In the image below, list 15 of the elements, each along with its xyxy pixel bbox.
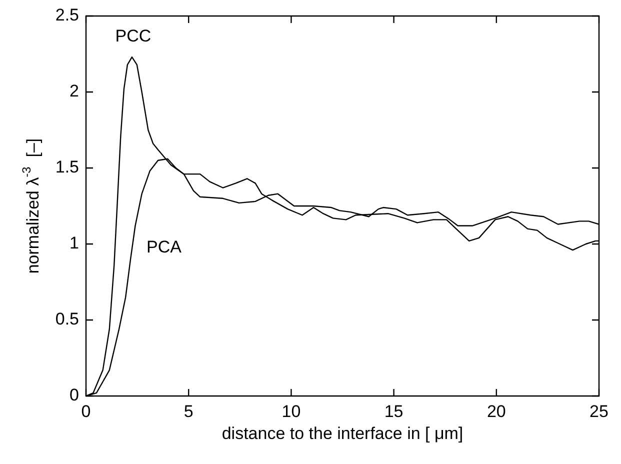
y-tick-label: 2.5 (55, 6, 79, 25)
y-axis-title: normalized λ-3 [–] (19, 138, 43, 274)
x-tick-label: 15 (384, 402, 404, 422)
y-tick-label: 1 (70, 234, 79, 253)
x-tick-label: 20 (486, 402, 506, 422)
y-tick-label: 2 (70, 82, 79, 101)
x-axis-title: distance to the interface in [ μm] (222, 424, 464, 444)
x-tick-label: 10 (282, 402, 301, 422)
x-tick-label: 25 (590, 402, 608, 422)
y-tick-label: 0.5 (55, 310, 79, 329)
x-tick-label: 5 (184, 402, 194, 422)
y-tick-label: 1.5 (55, 158, 79, 177)
annotation: PCA (146, 237, 182, 256)
y-tick-label: 0 (70, 386, 79, 405)
annotation: PCC (115, 26, 152, 46)
